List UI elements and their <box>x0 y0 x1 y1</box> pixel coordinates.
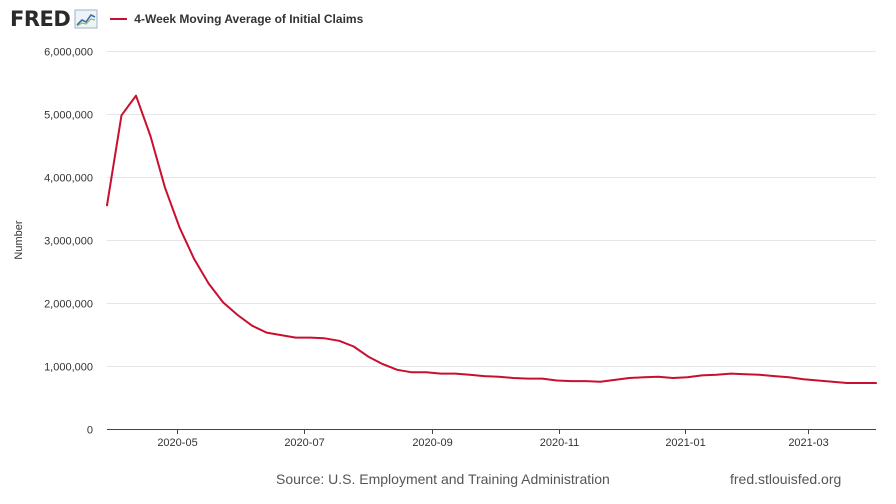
data-point <box>265 331 268 334</box>
data-point <box>193 258 195 260</box>
data-point <box>585 380 587 382</box>
y-tick-label: 6,000,000 <box>44 47 93 59</box>
data-point <box>454 372 457 375</box>
data-point <box>527 377 529 380</box>
data-point <box>323 337 326 340</box>
y-tick-label: 0 <box>87 425 93 437</box>
data-point <box>570 380 573 382</box>
data-point <box>106 204 108 207</box>
x-tick-label: 2020-11 <box>540 437 580 449</box>
data-point <box>831 381 834 383</box>
data-point <box>860 382 863 384</box>
data-point <box>178 226 181 229</box>
data-point <box>657 375 660 378</box>
y-tick-label: 5,000,000 <box>44 110 93 122</box>
data-point <box>280 334 282 336</box>
data-point <box>817 379 819 382</box>
data-point <box>541 377 544 380</box>
data-point <box>686 376 689 379</box>
data-point <box>352 345 355 348</box>
data-point <box>483 375 486 377</box>
data-point <box>410 371 413 374</box>
y-tick-label: 4,000,000 <box>44 173 93 185</box>
data-point <box>439 372 442 375</box>
data-point <box>773 375 776 377</box>
fred-logo-text: FRED <box>10 7 71 31</box>
data-point <box>556 379 558 382</box>
x-tick-label: 2020-09 <box>412 437 452 449</box>
data-point <box>875 382 877 384</box>
data-point <box>599 381 602 383</box>
data-point <box>367 355 370 358</box>
x-tick-label: 2020-07 <box>284 437 324 449</box>
data-point <box>135 94 137 97</box>
data-point <box>614 379 616 381</box>
data-point <box>788 376 790 379</box>
data-point <box>222 301 224 304</box>
x-tick-label: 2021-01 <box>665 437 705 449</box>
data-point <box>251 324 253 327</box>
data-point <box>759 374 761 376</box>
y-tick-label: 3,000,000 <box>44 236 93 248</box>
data-point <box>715 374 718 376</box>
data-point <box>164 186 166 189</box>
data-point <box>309 336 311 339</box>
data-point <box>730 372 732 375</box>
data-point <box>672 377 674 379</box>
data-point <box>643 376 645 379</box>
chart-logo-icon <box>74 9 98 29</box>
series-line <box>106 94 877 384</box>
data-point <box>425 371 428 374</box>
data-point <box>294 336 297 339</box>
data-point <box>381 363 384 365</box>
data-point <box>701 374 703 377</box>
data-point <box>744 373 747 376</box>
source-note: Source: U.S. Employment and Training Adm… <box>276 471 610 487</box>
data-point <box>628 377 631 379</box>
y-tick-label: 1,000,000 <box>44 362 93 374</box>
fred-url-link[interactable]: fred.stlouisfed.org <box>730 471 842 487</box>
y-tick-label: 2,000,000 <box>44 299 93 311</box>
data-point <box>846 382 848 384</box>
data-point <box>512 377 515 379</box>
data-point <box>338 340 341 342</box>
data-point <box>396 369 399 371</box>
data-point <box>149 135 152 137</box>
data-point <box>802 378 805 381</box>
fred-logo[interactable]: FRED <box>10 7 98 31</box>
x-tick-label: 2021-03 <box>788 437 828 449</box>
chart-header: FRED 4-Week Moving Average of Initial Cl… <box>10 6 363 32</box>
data-point <box>236 314 239 316</box>
chart-legend[interactable]: 4-Week Moving Average of Initial Claims <box>110 12 363 26</box>
x-tick-label: 2020-05 <box>157 437 197 449</box>
data-point <box>207 282 210 285</box>
legend-label: 4-Week Moving Average of Initial Claims <box>134 12 364 26</box>
data-point <box>120 114 123 117</box>
legend-swatch <box>110 18 128 20</box>
data-point <box>498 375 500 378</box>
data-point <box>468 374 471 376</box>
